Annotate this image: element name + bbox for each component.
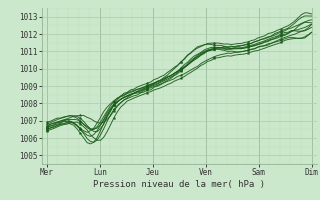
X-axis label: Pression niveau de la mer( hPa ): Pression niveau de la mer( hPa )	[93, 180, 265, 189]
